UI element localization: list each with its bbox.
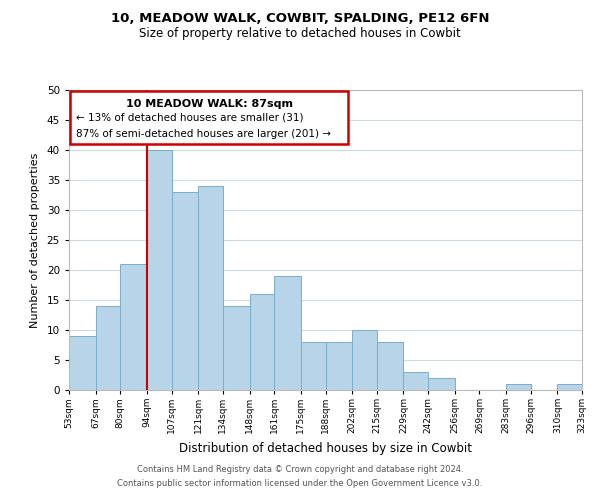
Y-axis label: Number of detached properties: Number of detached properties: [30, 152, 40, 328]
Bar: [403, 372, 428, 390]
Bar: [428, 378, 455, 390]
Bar: [301, 342, 325, 390]
FancyBboxPatch shape: [70, 91, 348, 144]
Bar: [95, 306, 121, 390]
Text: Contains HM Land Registry data © Crown copyright and database right 2024.
Contai: Contains HM Land Registry data © Crown c…: [118, 466, 482, 487]
X-axis label: Distribution of detached houses by size in Cowbit: Distribution of detached houses by size …: [179, 442, 472, 454]
Bar: [506, 384, 531, 390]
Bar: [198, 186, 223, 390]
Text: 10, MEADOW WALK, COWBIT, SPALDING, PE12 6FN: 10, MEADOW WALK, COWBIT, SPALDING, PE12 …: [111, 12, 489, 26]
Bar: [250, 294, 274, 390]
Bar: [352, 330, 377, 390]
Bar: [223, 306, 250, 390]
Bar: [557, 384, 582, 390]
Bar: [120, 264, 147, 390]
Bar: [147, 150, 172, 390]
Bar: [69, 336, 95, 390]
Text: 87% of semi-detached houses are larger (201) →: 87% of semi-detached houses are larger (…: [76, 129, 331, 139]
Bar: [172, 192, 198, 390]
Text: ← 13% of detached houses are smaller (31): ← 13% of detached houses are smaller (31…: [76, 113, 303, 123]
Bar: [274, 276, 301, 390]
Text: Size of property relative to detached houses in Cowbit: Size of property relative to detached ho…: [139, 28, 461, 40]
Text: 10 MEADOW WALK: 87sqm: 10 MEADOW WALK: 87sqm: [125, 99, 293, 109]
Bar: [377, 342, 403, 390]
Bar: [326, 342, 352, 390]
